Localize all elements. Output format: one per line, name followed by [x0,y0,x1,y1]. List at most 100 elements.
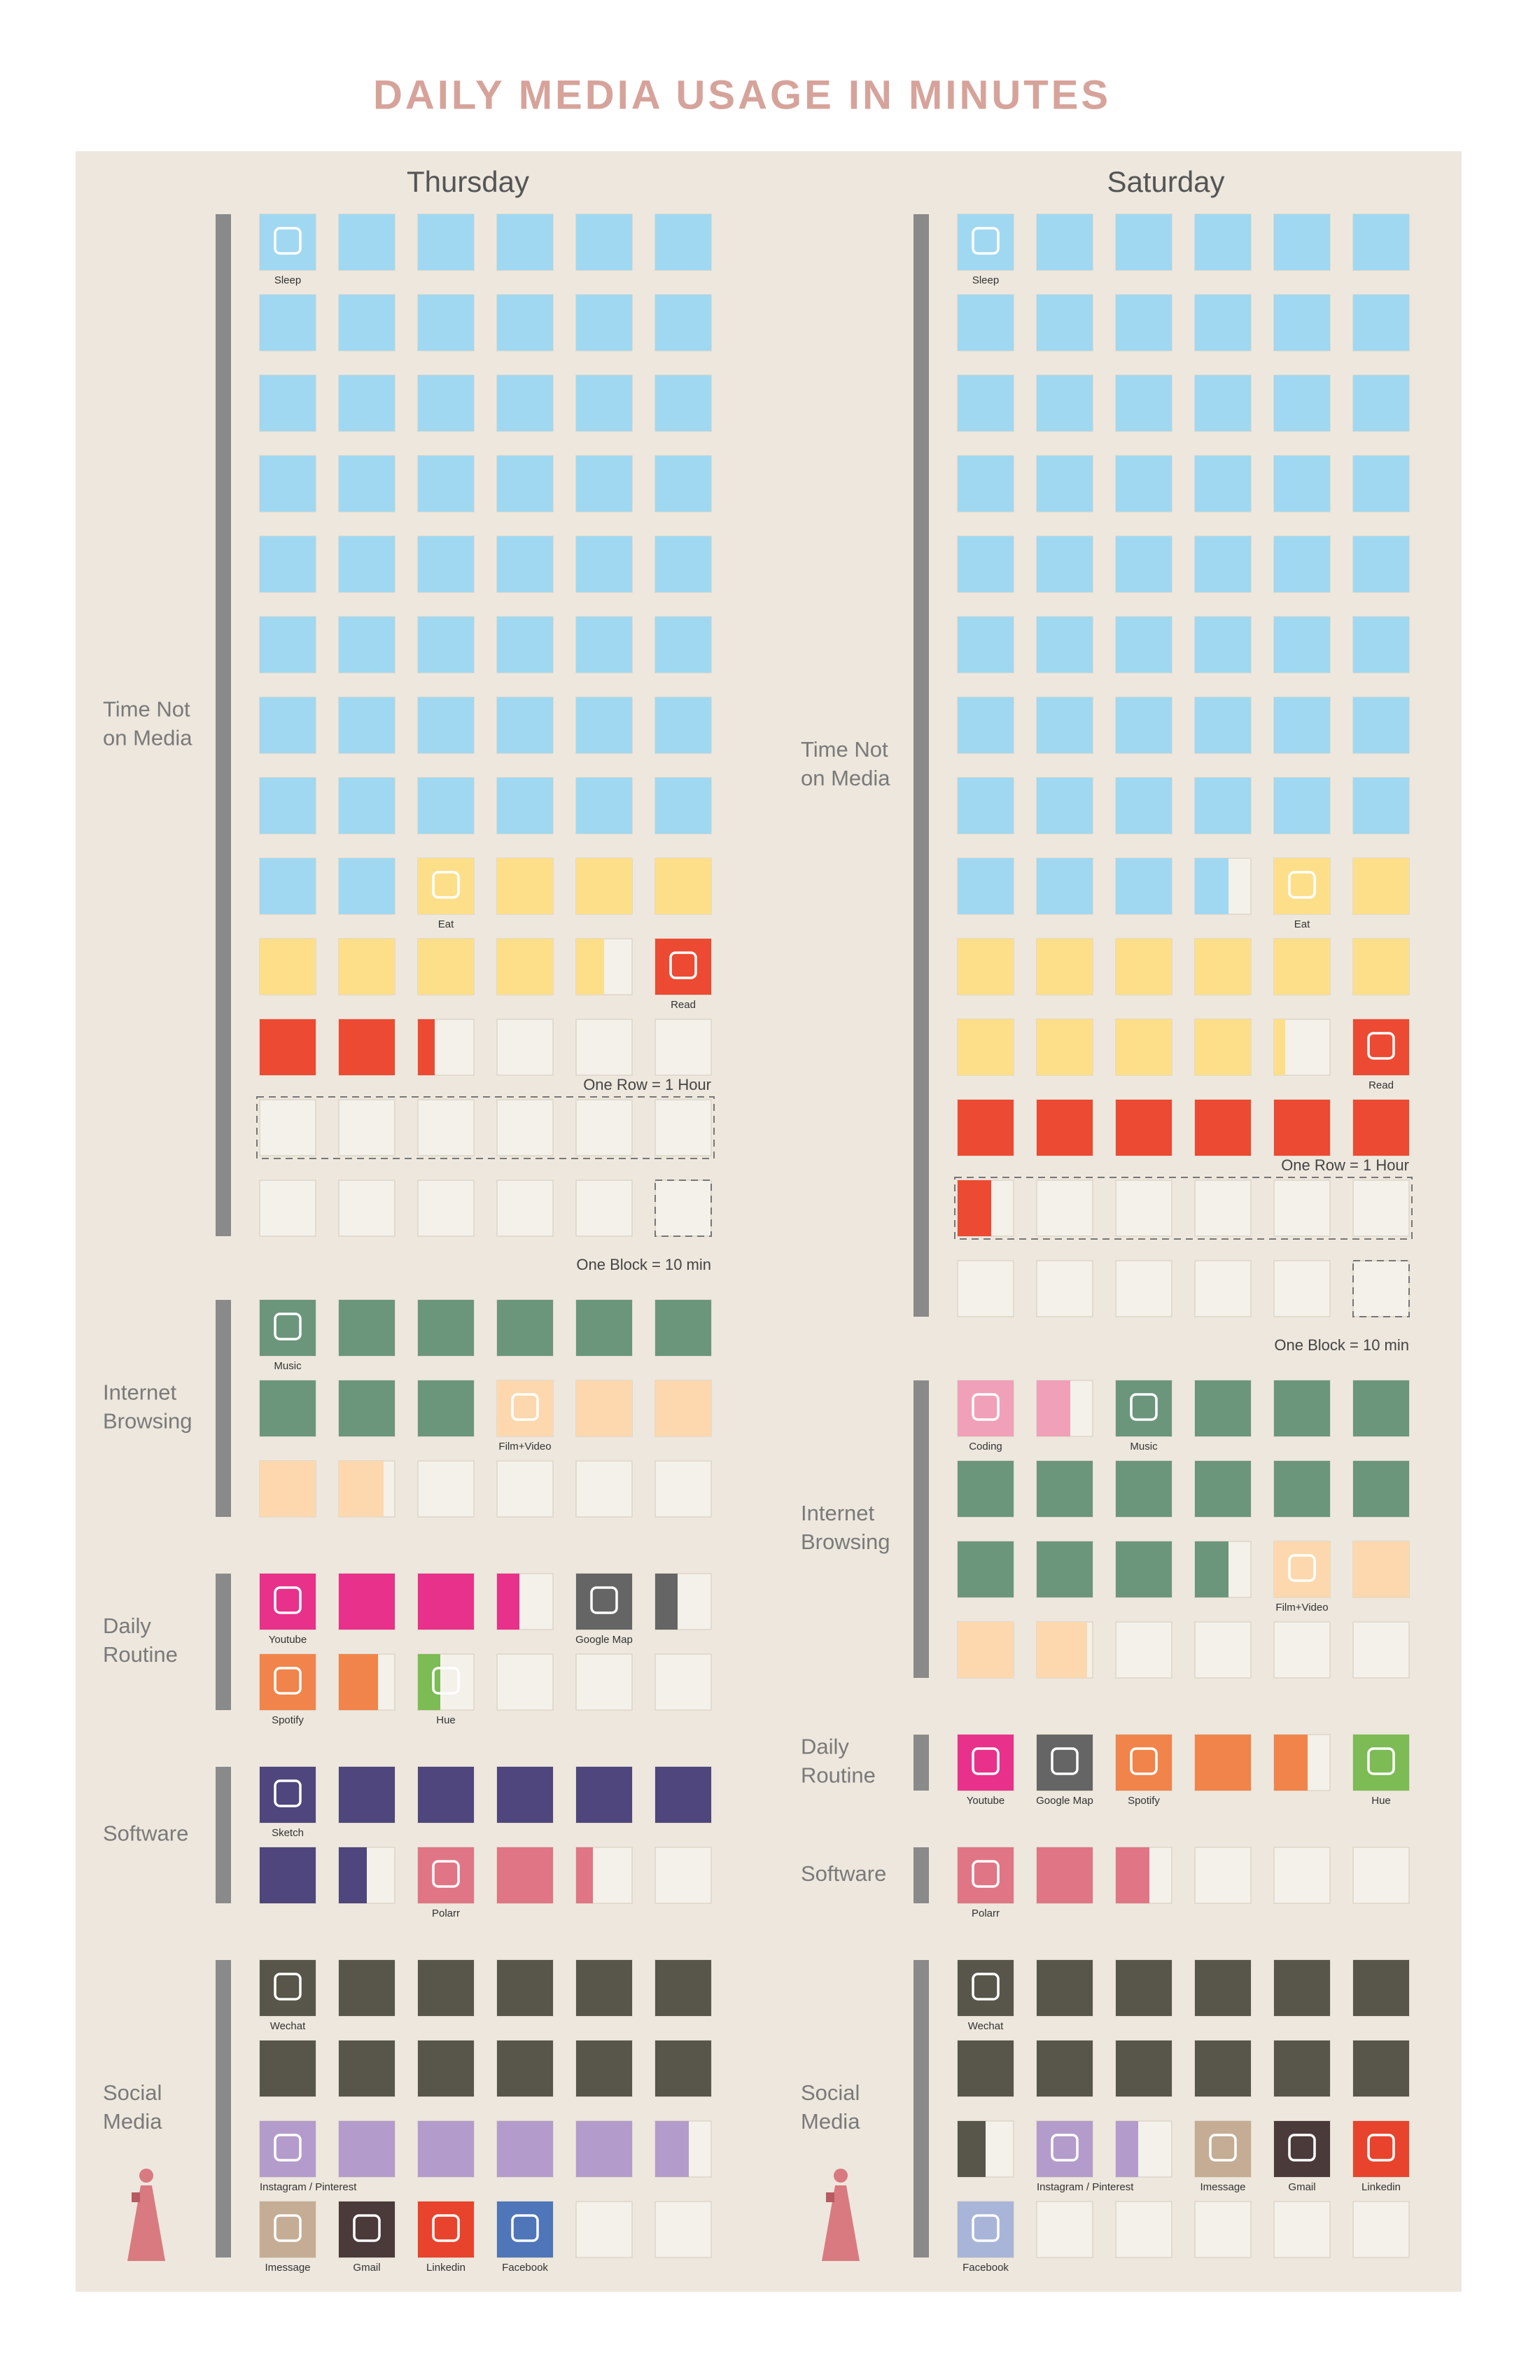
activity-block [1353,2121,1409,2177]
section-bar [216,1960,231,2258]
activity-block [958,536,1014,592]
activity-block [655,295,711,351]
app-icon [972,227,1000,255]
activity-block [418,536,474,592]
activity-block [1195,214,1251,270]
empty-block [496,1653,554,1711]
activity-block [1274,697,1330,753]
section-label: Social [103,2080,162,2105]
activity-block [339,1574,395,1630]
activity-block [1353,1541,1409,1597]
app-icon [1130,1747,1158,1775]
section-bar [913,1380,929,1678]
activity-block [260,939,316,995]
activity-label: Hue [1371,1795,1391,1807]
activity-block [576,456,632,512]
activity-block [497,1847,553,1903]
activity-block [418,375,474,431]
activity-block [1274,939,1330,995]
activity-block [339,1461,384,1517]
activity-block [958,2202,1014,2258]
activity-block [1274,617,1330,673]
empty-block [575,2201,633,2258]
activity-block [1274,295,1330,351]
empty-block [259,1180,316,1237]
activity-block [418,1300,474,1356]
activity-block [655,778,711,834]
app-icon [274,1779,302,1807]
section-bar [216,214,231,1236]
activity-block [418,617,474,673]
activity-block [260,456,316,512]
activity-block [1116,1380,1172,1436]
activity-block [1037,456,1093,512]
day-heading: Thursday [407,165,529,198]
activity-block [1037,1960,1093,2016]
activity-block [1274,1735,1308,1791]
empty-block [259,1099,316,1156]
activity-block [958,858,1014,914]
activity-label: Sleep [274,274,301,286]
activity-block [1274,2040,1330,2096]
activity-label: Gmail [353,2262,380,2274]
app-icon [432,1667,460,1695]
app-icon [669,951,697,979]
activity-block [339,939,395,995]
activity-block [1037,2121,1093,2177]
app-icon [1367,2134,1395,2162]
activity-block [576,2121,632,2177]
activity-block [958,295,1014,351]
activity-block [655,375,711,431]
activity-block [1116,295,1172,351]
empty-block [1273,1260,1331,1317]
activity-label: Google Map [1036,1795,1093,1807]
activity-block [1116,858,1172,914]
activity-block [497,2202,553,2258]
activity-block [260,1847,316,1903]
activity-block [958,1960,1014,2016]
activity-block [418,214,474,270]
section-label: Software [103,1821,188,1846]
activity-block [339,375,395,431]
activity-label: Youtube [967,1795,1005,1807]
activity-block [958,697,1014,753]
activity-label: Polarr [432,1907,460,1919]
empty-block [1273,1621,1331,1679]
activity-block [1037,214,1093,270]
activity-block [1353,1461,1409,1517]
app-icon [590,1586,618,1614]
activity-block [1195,1461,1251,1517]
activity-block [655,697,711,753]
activity-block [418,858,474,914]
app-icon [1288,2134,1316,2162]
activity-block [418,2040,474,2096]
activity-block [576,1767,632,1823]
empty-block [417,1180,475,1237]
activity-block [576,536,632,592]
activity-block [1037,295,1093,351]
activity-block [1037,536,1093,592]
empty-block [957,1260,1014,1317]
activity-block [260,1574,316,1630]
empty-block [496,1018,554,1076]
app-icon [1051,1747,1079,1775]
activity-block [339,2040,395,2096]
activity-block [655,617,711,673]
activity-block [1116,456,1172,512]
activity-block [1037,1735,1093,1791]
activity-block [339,536,395,592]
activity-label: Imessage [1200,2181,1245,2193]
activity-block [418,2202,474,2258]
activity-block [655,1300,711,1356]
block-note: One Block = 10 min [576,1256,711,1273]
activity-block [1274,375,1330,431]
activity-block [655,939,711,995]
app-icon [1367,1747,1395,1775]
app-icon [274,227,302,255]
activity-label: Gmail [1288,2181,1315,2193]
activity-block [1353,939,1409,995]
activity-block [497,214,553,270]
empty-block [654,1460,712,1518]
activity-block [1195,1960,1251,2016]
activity-label: Linkedin [1362,2181,1401,2193]
